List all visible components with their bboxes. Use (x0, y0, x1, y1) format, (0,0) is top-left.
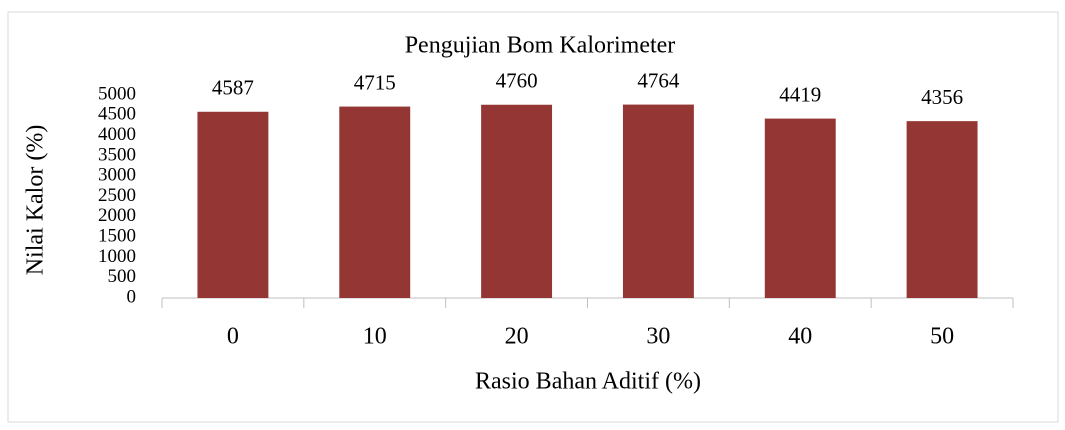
bar (764, 118, 836, 299)
data-label: 4715 (354, 70, 396, 94)
bar (906, 121, 978, 299)
chart-title: Pengujian Bom Kalorimeter (405, 33, 676, 59)
y-tick-label: 500 (108, 266, 137, 287)
y-tick-label: 4500 (98, 104, 136, 125)
x-axis-title: Rasio Bahan Aditif (%) (475, 369, 701, 395)
y-tick-label: 2500 (98, 185, 136, 206)
y-tick-label: 4000 (98, 124, 136, 145)
bar (197, 111, 269, 299)
x-tick-label: 50 (930, 324, 954, 350)
y-tick-label: 3500 (98, 144, 136, 165)
y-tick-label: 5000 (98, 83, 136, 104)
y-tick-label: 2000 (98, 205, 136, 226)
x-tick-label: 10 (363, 324, 387, 350)
bar (481, 104, 553, 298)
data-label: 4587 (212, 76, 254, 100)
data-label: 4419 (779, 82, 821, 106)
data-label: 4764 (637, 68, 680, 92)
x-tick-label: 30 (646, 324, 670, 350)
x-tick-label: 0 (227, 324, 239, 350)
y-tick-label: 1500 (98, 225, 136, 246)
y-tick-label: 0 (127, 286, 137, 307)
x-tick-label: 40 (788, 324, 812, 350)
y-tick-label: 3000 (98, 165, 136, 186)
bar (339, 106, 411, 298)
x-tick-label: 20 (505, 324, 529, 350)
bar (622, 104, 694, 298)
data-label: 4760 (496, 69, 538, 93)
y-tick-label: 1000 (98, 246, 136, 267)
y-axis-title: Nilai Kalor (%) (23, 125, 49, 276)
data-label: 4356 (921, 85, 963, 109)
